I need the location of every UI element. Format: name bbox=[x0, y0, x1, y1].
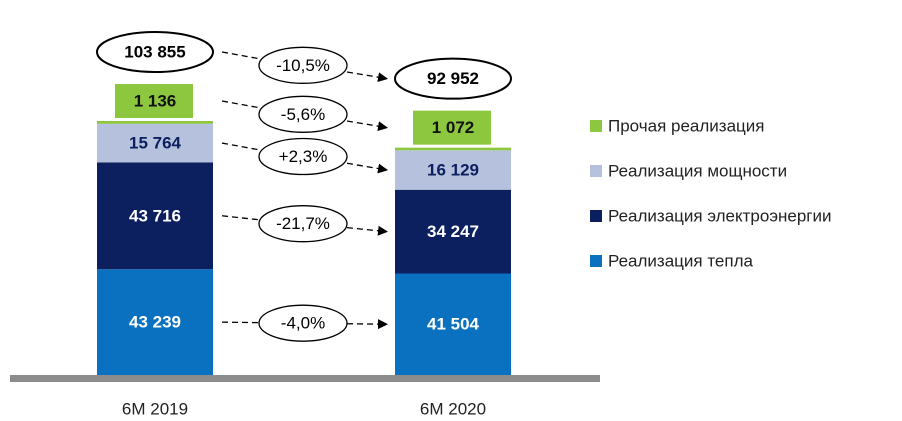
dashed-arrow bbox=[221, 142, 260, 151]
change-label: -5,6% bbox=[281, 105, 325, 124]
dashed-arrow bbox=[221, 100, 260, 109]
dashed-arrow bbox=[346, 71, 388, 83]
data-label: 43 716 bbox=[129, 206, 181, 225]
bar-segment bbox=[97, 121, 213, 124]
x-tick-label: 6M 2020 bbox=[420, 399, 486, 418]
total-change-label: -10,5% bbox=[276, 56, 330, 75]
change-label: +2,3% bbox=[279, 147, 328, 166]
change-label-bubble bbox=[258, 205, 348, 243]
legend-label: Реализация электроэнергии bbox=[608, 206, 832, 225]
bar-segment bbox=[97, 269, 213, 375]
label-box bbox=[115, 84, 193, 118]
data-label: 1 072 bbox=[432, 118, 475, 137]
dashed-arrow bbox=[346, 319, 388, 330]
data-label: 34 247 bbox=[427, 222, 479, 241]
bar-segment bbox=[97, 123, 213, 163]
data-label: 15 764 bbox=[129, 134, 182, 153]
x-tick-label: 6M 2019 bbox=[122, 399, 188, 418]
legend-label: Прочая реализация bbox=[608, 116, 764, 135]
dashed-arrow bbox=[221, 215, 260, 221]
change-label-bubble bbox=[258, 137, 348, 176]
legend-swatch bbox=[590, 255, 602, 267]
total-label: 103 855 bbox=[124, 42, 185, 61]
dashed-arrow bbox=[221, 51, 260, 60]
baseline bbox=[10, 375, 600, 382]
legend-swatch bbox=[590, 165, 602, 177]
bar-segment bbox=[395, 150, 511, 190]
legend-swatch bbox=[590, 210, 602, 222]
data-label: 43 239 bbox=[129, 313, 181, 332]
data-label: 16 129 bbox=[427, 160, 479, 179]
data-label: 41 504 bbox=[427, 315, 480, 334]
data-label: 1 136 bbox=[134, 91, 177, 110]
bar-segment bbox=[395, 147, 511, 151]
bar-segment bbox=[395, 273, 511, 375]
total-bubble bbox=[96, 31, 214, 73]
dashed-arrow bbox=[346, 120, 388, 132]
legend-swatch bbox=[590, 120, 602, 132]
legend-label: Реализация тепла bbox=[608, 251, 754, 270]
legend-label: Реализация мощности bbox=[608, 161, 787, 180]
change-label-bubble bbox=[258, 304, 348, 342]
dashed-arrow bbox=[346, 225, 388, 236]
bar-segment bbox=[395, 189, 511, 274]
change-label-bubble bbox=[258, 95, 348, 133]
total-bubble bbox=[394, 57, 512, 100]
total-change-label-bubble bbox=[258, 46, 348, 84]
dashed-arrow bbox=[346, 162, 388, 174]
change-label: -21,7% bbox=[276, 214, 330, 233]
total-label: 92 952 bbox=[427, 69, 479, 88]
change-label: -4,0% bbox=[281, 314, 325, 333]
label-box bbox=[413, 110, 491, 145]
bar-segment bbox=[97, 162, 213, 270]
dashed-arrow bbox=[221, 321, 260, 324]
